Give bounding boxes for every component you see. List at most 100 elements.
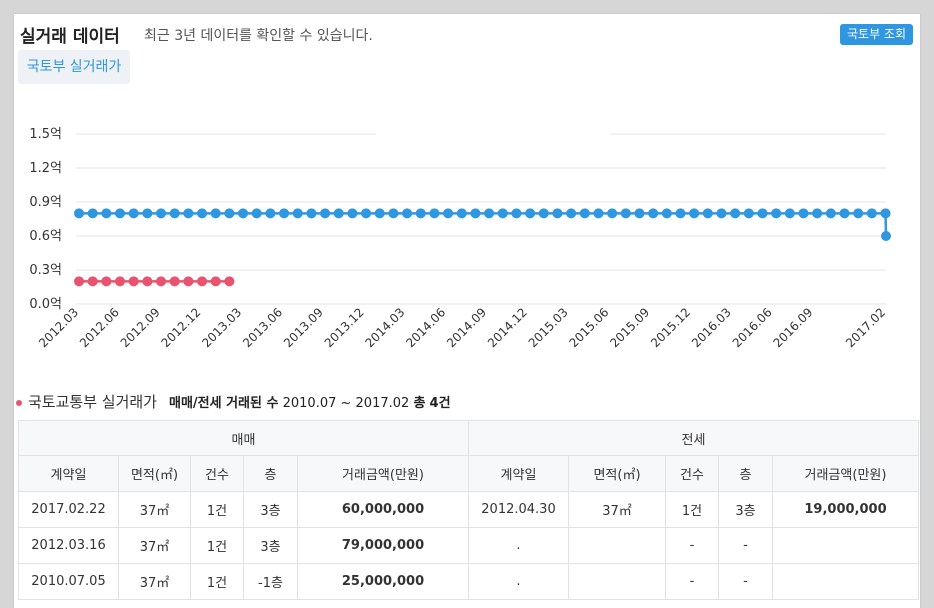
legend-dot-icon (16, 399, 22, 406)
sale-point (525, 208, 536, 219)
jeonse-point (156, 276, 167, 287)
x-tick-label: 2017.02 (843, 305, 888, 350)
sale-point (197, 208, 208, 219)
sale-area-cell: 37㎡ (118, 563, 191, 600)
sale-point (402, 208, 413, 219)
panel-title: 실거래 데이터 (20, 27, 120, 47)
summary-total-label: 총 (413, 396, 426, 411)
sale-point (251, 208, 262, 219)
x-tick-label: 2014.09 (444, 305, 489, 350)
sale-point (388, 208, 399, 219)
jeonse-point (115, 276, 126, 287)
x-tick-label: 2012.12 (159, 305, 204, 350)
sale-count-cell: 1건 (190, 563, 244, 600)
x-tick-label: 2015.03 (526, 305, 571, 350)
y-tick-label: 0.3억 (29, 263, 62, 278)
col-header-count: 건수 (665, 455, 719, 492)
x-tick-label: 2012.06 (77, 305, 122, 350)
real-estate-panel: 실거래 데이터 최근 3년 데이터를 확인할 수 있습니다. 국토부 조회 국토… (14, 14, 920, 608)
sale-point (115, 208, 126, 219)
jeonse-point (169, 276, 180, 287)
x-tick-label: 2016.06 (730, 305, 775, 350)
sale-point (183, 208, 194, 219)
jeonse-date-cell: 2012.04.30 (468, 491, 569, 528)
jeonse-area-cell (568, 563, 666, 600)
tab-molit-price[interactable]: 국토부 실거래가 (18, 50, 130, 84)
panel-subtitle: 최근 3년 데이터를 확인할 수 있습니다. (144, 28, 373, 44)
x-tick-label: 2013.12 (322, 305, 367, 350)
col-header-price: 거래금액(만원) (772, 455, 919, 492)
jeonse-area-cell: 37㎡ (568, 491, 666, 528)
deals-table: 매매 전세 계약일 면적(㎡) 건수 층 거래금액(만원) 계약일 면적(㎡) … (18, 420, 919, 600)
y-tick-label: 0.0억 (29, 297, 62, 312)
sale-point (784, 208, 795, 219)
jeonse-point (183, 276, 194, 287)
sale-point (361, 208, 372, 219)
sale-price-cell: 79,000,000 (297, 527, 469, 564)
sale-date-cell: 2012.03.16 (18, 527, 119, 564)
sale-point (566, 208, 577, 219)
x-tick-label: 2014.12 (485, 305, 530, 350)
jeonse-count-cell: 1건 (665, 491, 719, 528)
sale-point (730, 208, 741, 219)
sale-point (825, 208, 836, 219)
x-tick-label: 2013.06 (240, 305, 285, 350)
col-header-price: 거래금액(만원) (297, 455, 469, 492)
sale-point (415, 208, 426, 219)
x-tick-label: 2016.03 (689, 305, 734, 350)
sale-point (716, 208, 727, 219)
sale-price-cell: 25,000,000 (297, 563, 469, 600)
sale-point (333, 208, 344, 219)
x-tick-label: 2014.03 (363, 305, 408, 350)
sale-point (743, 208, 754, 219)
jeonse-point (142, 276, 153, 287)
group-header-jeonse: 전세 (468, 420, 919, 456)
sale-price-cell: 60,000,000 (297, 491, 469, 528)
jeonse-point (197, 276, 208, 287)
jeonse-date-cell: . (468, 527, 569, 564)
sale-point (812, 208, 823, 219)
sale-point (880, 208, 891, 219)
col-header-area: 면적(㎡) (118, 455, 191, 492)
summary-line: 국토교통부 실거래가 매매/전세 거래된 수 2010.07 ~ 2017.02 … (16, 392, 451, 412)
col-header-floor: 층 (718, 455, 773, 492)
jeonse-point (74, 276, 84, 287)
sale-count-cell: 1건 (190, 527, 244, 564)
y-tick-label: 1.5억 (29, 127, 62, 142)
sale-point (839, 208, 850, 219)
x-tick-label: 2014.06 (403, 305, 448, 350)
table-row: 2010.07.05 37㎡ 1건 -1층 25,000,000 . - - (18, 563, 919, 600)
sale-point (538, 208, 549, 219)
sale-point (156, 208, 167, 219)
sale-area-cell: 37㎡ (118, 527, 191, 564)
jeonse-count-cell: - (665, 527, 719, 564)
sale-point (443, 208, 454, 219)
sale-point (661, 208, 672, 219)
sale-point (607, 208, 618, 219)
jeonse-point (101, 276, 112, 287)
sale-point (675, 208, 686, 219)
sale-point (279, 208, 290, 219)
x-tick-label: 2013.09 (281, 305, 326, 350)
x-tick-label: 2012.09 (118, 305, 163, 350)
summary-period: 2010.07 ~ 2017.02 (282, 396, 410, 411)
sale-point (552, 208, 563, 219)
sale-count-cell: 1건 (190, 491, 244, 528)
sale-date-cell: 2010.07.05 (18, 563, 119, 600)
sale-point (306, 208, 317, 219)
sale-area-cell: 37㎡ (118, 491, 191, 528)
sale-point (497, 208, 508, 219)
jeonse-point (87, 276, 98, 287)
sale-point (128, 208, 139, 219)
col-header-floor: 층 (243, 455, 298, 492)
lookup-button[interactable]: 국토부 조회 (840, 24, 914, 45)
sale-point (798, 208, 809, 219)
source-label: 국토교통부 실거래가 (28, 393, 157, 411)
sale-point (634, 208, 645, 219)
sale-floor-cell: 3층 (243, 527, 298, 564)
jeonse-price-cell (772, 527, 919, 564)
sale-point (620, 208, 631, 219)
jeonse-point (128, 276, 139, 287)
sale-point (347, 208, 358, 219)
sale-point (689, 208, 700, 219)
